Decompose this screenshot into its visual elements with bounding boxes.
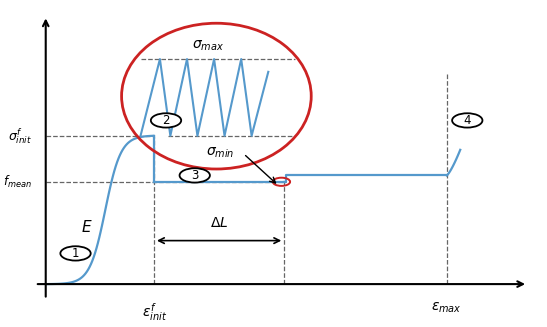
Text: $\varepsilon^f_{init}$: $\varepsilon^f_{init}$ (142, 301, 167, 323)
Circle shape (60, 246, 91, 261)
Text: $\sigma_{min}$: $\sigma_{min}$ (206, 146, 234, 160)
Circle shape (151, 113, 181, 128)
Text: 3: 3 (191, 169, 199, 182)
Circle shape (179, 168, 210, 182)
Text: E: E (82, 220, 91, 235)
Text: $\Delta L$: $\Delta L$ (210, 216, 228, 231)
Text: 2: 2 (162, 114, 170, 127)
Text: $\varepsilon_{max}$: $\varepsilon_{max}$ (431, 301, 462, 315)
Text: 1: 1 (72, 247, 79, 260)
Text: 4: 4 (463, 114, 471, 127)
Circle shape (452, 113, 482, 128)
Text: $\sigma^f_{init}$: $\sigma^f_{init}$ (8, 126, 32, 146)
Text: $f_{mean}$: $f_{mean}$ (3, 174, 32, 190)
Text: $\sigma_{max}$: $\sigma_{max}$ (192, 38, 224, 53)
